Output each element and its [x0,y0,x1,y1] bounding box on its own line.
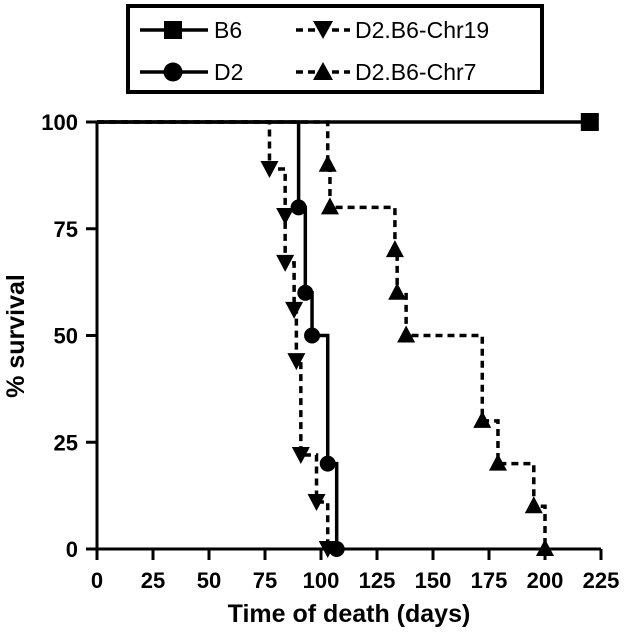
x-tick-label: 200 [527,568,564,593]
data-point-d2-b6-chr19 [285,301,304,319]
series-line-d2 [97,120,339,549]
data-point-d2-b6-chr19 [287,353,306,371]
data-point-d2-b6-chr7 [488,453,507,471]
x-tick-label: 50 [197,568,221,593]
data-point-d2 [290,199,307,216]
x-tick-label: 0 [91,568,103,593]
data-point-d2-b6-chr19 [276,207,295,225]
y-ticks: 0 25 50 75 100 [41,110,97,562]
series-d2-b6-chr19 [97,120,337,558]
y-axis-title: % survival [2,274,30,398]
data-point-d2-b6-chr19 [291,447,310,465]
legend-item-b6: B6 [140,17,242,43]
x-ticks: 0 25 50 75 100 125 150 175 200 225 [91,549,619,593]
y-tick-label: 50 [54,324,78,349]
data-point-b6 [580,113,599,131]
x-tick-label: 75 [253,568,277,593]
legend-item-d2-b6-chr19: D2.B6-Chr19 [296,17,489,43]
data-point-d2-b6-chr7 [385,240,404,258]
legend: B6 D2 D2.B6-Chr19 D2.B6-Chr7 [126,4,544,94]
data-point-d2-b6-chr7 [524,496,543,514]
data-point-d2-b6-chr7 [473,410,492,428]
legend-label-b6: B6 [214,17,242,43]
data-point-d2 [304,327,321,344]
data-point-d2-b6-chr7 [536,539,554,556]
y-tick-label: 100 [41,110,78,135]
y-tick-label: 0 [66,537,78,562]
x-tick-label: 125 [359,568,396,593]
data-point-d2-b6-chr7 [388,282,407,300]
y-tick-label: 25 [54,430,78,455]
x-tick-label: 225 [583,568,620,593]
data-point-d2-b6-chr7 [397,325,416,343]
data-point-d2 [297,284,314,301]
data-point-d2-b6-chr7 [318,154,337,172]
data-point-d2 [319,455,336,472]
legend-item-d2: D2 [140,59,243,85]
data-point-d2-b6-chr19 [260,160,279,178]
x-tick-label: 25 [141,568,165,593]
series-line-d2-b6-chr19 [97,120,330,549]
y-tick-label: 75 [54,217,78,242]
x-tick-label: 150 [415,568,452,593]
data-point-d2-b6-chr19 [318,541,337,558]
legend-label-d2-b6-chr19: D2.B6-Chr19 [355,17,489,43]
series-layer [97,113,599,558]
data-point-d2-b6-chr7 [320,197,339,215]
series-d2 [97,120,345,557]
data-point-d2-b6-chr19 [276,254,295,272]
series-d2-b6-chr7 [97,120,554,556]
legend-label-d2-b6-chr7: D2.B6-Chr7 [355,59,476,85]
x-axis-title: Time of death (days) [228,600,471,628]
x-tick-label: 100 [303,568,340,593]
legend-item-d2-b6-chr7: D2.B6-Chr7 [296,59,476,85]
legend-box [126,4,544,94]
legend-label-d2: D2 [214,59,243,85]
data-point-d2-b6-chr19 [307,494,326,512]
x-tick-label: 175 [471,568,508,593]
